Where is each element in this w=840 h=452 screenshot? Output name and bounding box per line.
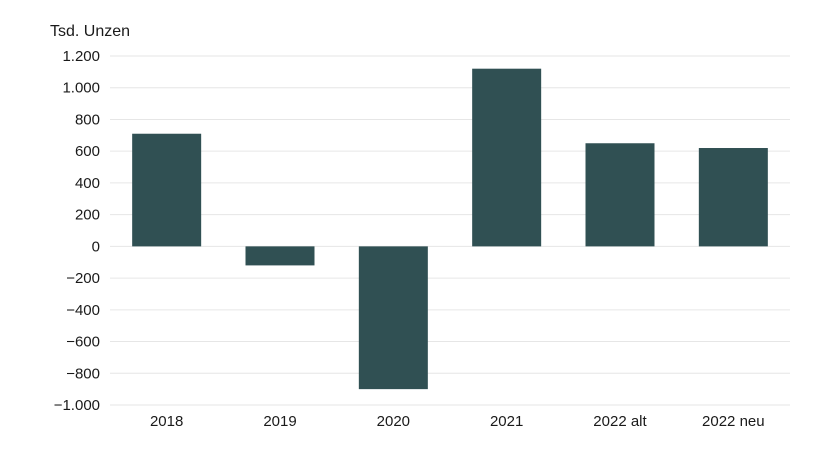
gridlines (110, 55, 790, 406)
bar (472, 68, 542, 247)
y-tick-label: 1.000 (62, 80, 100, 97)
y-tick-label: 800 (75, 111, 100, 128)
bars (132, 68, 768, 390)
y-tick-label: 1.200 (62, 48, 100, 65)
y-tick-label: −800 (66, 365, 100, 382)
bar (358, 246, 428, 390)
y-tick-label: −1.000 (54, 397, 100, 414)
y-tick-label: −600 (66, 334, 100, 351)
x-tick-label: 2020 (377, 413, 410, 430)
x-tick-label: 2022 alt (593, 413, 647, 430)
x-tick-label: 2019 (263, 413, 296, 430)
y-axis-unit-label: Tsd. Unzen (50, 23, 130, 40)
x-tick-label: 2018 (150, 413, 183, 430)
x-axis-ticks: 2018 2019 2020 2021 2022 alt 2022 neu (150, 413, 765, 430)
y-tick-label: 400 (75, 175, 100, 192)
y-tick-label: 600 (75, 143, 100, 160)
bar (245, 246, 315, 266)
y-tick-label: −200 (66, 270, 100, 287)
y-tick-label: −400 (66, 302, 100, 319)
y-tick-label: 0 (92, 238, 100, 255)
x-tick-label: 2021 (490, 413, 523, 430)
x-tick-label: 2022 neu (702, 413, 765, 430)
bar (132, 133, 202, 247)
y-tick-label: 200 (75, 207, 100, 224)
bar (698, 148, 768, 247)
bar (585, 143, 655, 247)
y-axis-ticks: 1.200 1.000 800 600 400 200 0 −200 −400 −600 −800 −… (54, 48, 100, 414)
